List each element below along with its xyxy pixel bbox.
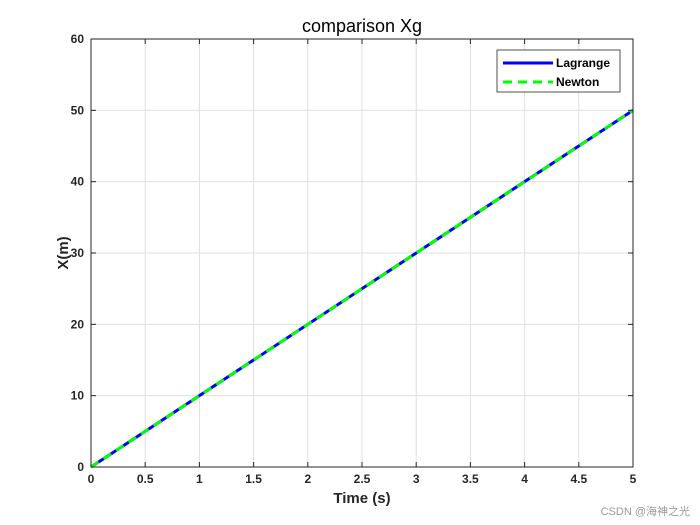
x-tick-label: 2	[304, 472, 311, 486]
x-tick-label: 4.5	[570, 472, 587, 486]
legend-label: Newton	[556, 75, 599, 89]
y-tick-label: 60	[71, 32, 85, 46]
x-tick-label: 0.5	[137, 472, 154, 486]
legend: Lagrange Newton	[496, 49, 621, 93]
y-tick-label: 10	[71, 389, 85, 403]
chart-title: comparison Xg	[302, 16, 422, 36]
x-axis: 0 0.5 1 1.5 2 2.5 3 3.5 4 4.5 5	[88, 39, 637, 486]
watermark: CSDN @海神之光	[601, 504, 690, 518]
y-axis-label: X(m)	[55, 236, 72, 269]
y-tick-label: 50	[71, 103, 85, 117]
x-tick-label: 2.5	[354, 472, 371, 486]
x-tick-label: 0	[88, 472, 95, 486]
x-tick-label: 5	[630, 472, 637, 486]
y-tick-label: 0	[77, 460, 84, 474]
legend-label: Lagrange	[556, 56, 610, 70]
x-tick-label: 1	[196, 472, 203, 486]
y-axis: 0 10 20 30 40 50 60	[71, 32, 633, 474]
x-tick-label: 3	[413, 472, 420, 486]
x-tick-label: 4	[521, 472, 528, 486]
x-axis-label: Time (s)	[333, 490, 390, 507]
series-layer	[90, 109, 634, 469]
x-tick-label: 3.5	[462, 472, 479, 486]
y-tick-label: 30	[71, 246, 85, 260]
x-tick-label: 1.5	[245, 472, 262, 486]
series-line-newton	[90, 109, 634, 469]
legend-box	[496, 49, 621, 93]
y-tick-label: 40	[71, 175, 85, 189]
y-tick-label: 20	[71, 317, 85, 331]
